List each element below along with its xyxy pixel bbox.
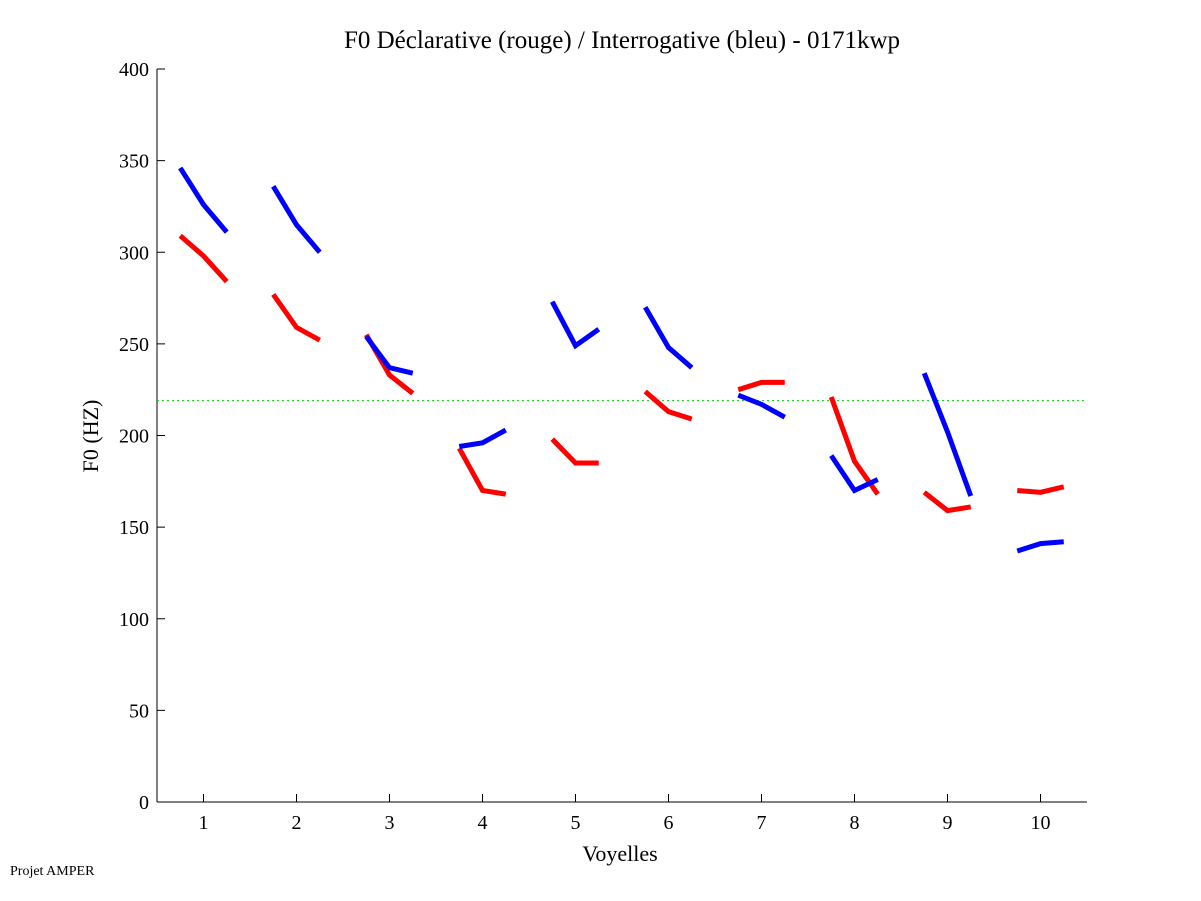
blue-segment-vowel-3 [364, 335, 414, 376]
blue-segment-vowel-4 [458, 427, 507, 449]
chart-title: F0 Déclarative (rouge) / Interrogative (… [344, 27, 900, 54]
x-tick-label: 10 [1031, 812, 1051, 834]
y-axis-label: F0 (HZ) [78, 400, 103, 473]
red-segment-vowel-6 [643, 389, 693, 422]
x-tick-label: 7 [757, 812, 767, 834]
blue-segment-vowel-7 [737, 392, 786, 420]
x-tick-label: 6 [664, 812, 674, 834]
x-tick-label: 5 [571, 812, 581, 834]
red-segment-vowel-5 [550, 437, 599, 466]
y-tick-label: 100 [119, 609, 149, 631]
blue-segment-vowel-10 [1016, 539, 1064, 554]
y-tick-label: 200 [119, 426, 149, 448]
x-tick-label: 8 [850, 812, 860, 834]
blue-segment-vowel-2 [271, 184, 322, 254]
y-tick-label: 250 [119, 334, 149, 356]
y-tick-label: 50 [129, 700, 149, 722]
red-segment-vowel-4 [457, 447, 507, 497]
footer-credit: Projet AMPER [10, 864, 95, 879]
x-axis-label: Voyelles [582, 841, 657, 866]
red-segment-vowel-2 [271, 292, 321, 343]
y-tick-label: 400 [119, 59, 149, 81]
x-tick-label: 4 [478, 812, 488, 834]
blue-segment-vowel-8 [829, 454, 879, 494]
red-segment-vowel-1 [178, 233, 229, 284]
blue-segment-vowel-9 [921, 372, 974, 497]
x-tick-label: 3 [385, 812, 395, 834]
red-segment-vowel-7 [737, 379, 785, 393]
x-tick-label: 9 [943, 812, 953, 834]
red-segment-vowel-9 [922, 490, 972, 514]
y-tick-label: 300 [119, 242, 149, 264]
red-segment-vowel-10 [1017, 484, 1065, 495]
x-tick-label: 2 [292, 812, 302, 834]
blue-segment-vowel-6 [643, 305, 694, 370]
y-tick-label: 150 [119, 517, 149, 539]
x-tick-label: 1 [199, 812, 209, 834]
red-segment-vowel-8 [828, 396, 880, 496]
blue-segment-vowel-5 [550, 300, 601, 350]
data-marks [157, 166, 1087, 554]
y-tick-label: 0 [139, 792, 149, 814]
y-tick-label: 350 [119, 151, 149, 173]
blue-segment-vowel-1 [178, 166, 229, 234]
